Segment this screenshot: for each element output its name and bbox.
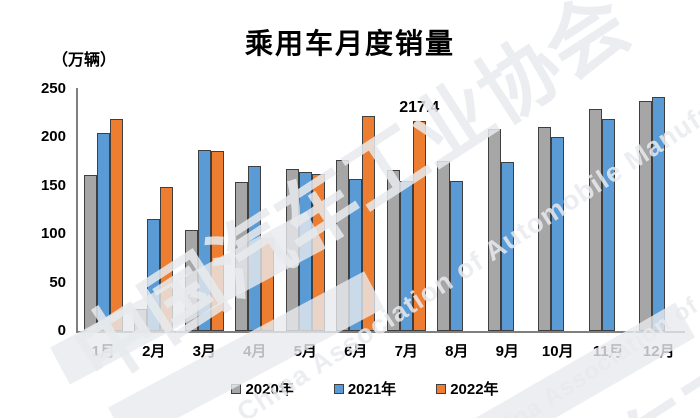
x-tick-label: 11月 bbox=[592, 343, 624, 360]
y-tick-label: 250 bbox=[40, 80, 66, 97]
x-tick-label: 4月 bbox=[243, 343, 267, 360]
bar-2021年-1月 bbox=[96, 133, 110, 331]
bar-group-8月 bbox=[432, 89, 483, 331]
x-axis-line bbox=[76, 331, 685, 333]
bar-group-4月 bbox=[230, 89, 281, 331]
legend-label: 2022年 bbox=[450, 381, 499, 398]
bar-2021年-9月 bbox=[500, 161, 514, 331]
bar-2020年-12月 bbox=[639, 101, 653, 331]
bar-2021年-6月 bbox=[349, 179, 363, 331]
x-tick-label: 1月 bbox=[91, 343, 115, 360]
bar-2020年-10月 bbox=[538, 126, 552, 331]
bar-2020年-4月 bbox=[235, 182, 249, 331]
legend-swatch bbox=[436, 383, 447, 394]
legend-swatch bbox=[333, 383, 344, 394]
bar-2020年-9月 bbox=[487, 128, 501, 331]
legend-label: 2021年 bbox=[347, 381, 397, 398]
bar-2020年-6月 bbox=[336, 160, 350, 331]
bar-2021年-2月 bbox=[147, 219, 161, 331]
bar-2021年-5月 bbox=[298, 171, 312, 331]
bar-group-3月 bbox=[179, 89, 230, 331]
y-tick-label: 100 bbox=[40, 225, 66, 243]
y-axis-unit-label: （万辆） bbox=[52, 52, 117, 69]
x-tick-label: 9月 bbox=[495, 343, 519, 360]
y-tick-label: 200 bbox=[40, 128, 66, 146]
x-tick-label: 3月 bbox=[192, 343, 216, 360]
chart-title: 乘用车月度销量 bbox=[244, 28, 455, 59]
x-tick-label: 10月 bbox=[541, 343, 574, 360]
bar-2021年-11月 bbox=[601, 118, 615, 331]
x-tick-label: 6月 bbox=[344, 343, 368, 360]
bar-2022年-4月 bbox=[261, 237, 275, 331]
bar-2020年-8月 bbox=[437, 161, 451, 331]
bar-2020年-11月 bbox=[588, 108, 602, 331]
bar-group-12月 bbox=[634, 89, 685, 331]
bar-2022年-6月 bbox=[362, 115, 376, 331]
legend: 2020年 2021年 2022年 bbox=[30, 378, 700, 399]
bar-group-1月 bbox=[78, 89, 129, 331]
legend-item-2022年: 2022年 bbox=[436, 378, 499, 399]
bars-layer: 217.4 bbox=[78, 89, 684, 331]
y-tick-label: 50 bbox=[49, 273, 66, 291]
bar-group-6月 bbox=[331, 89, 382, 331]
bar-group-5月 bbox=[280, 89, 331, 331]
bar-2022年-5月 bbox=[311, 173, 325, 331]
bar-2020年-1月 bbox=[83, 174, 97, 331]
bar-2020年-5月 bbox=[285, 168, 299, 331]
x-tick-label: 12月 bbox=[642, 343, 675, 360]
y-tick-label: 150 bbox=[40, 176, 66, 194]
bar-2021年-12月 bbox=[652, 96, 666, 331]
legend-item-2020年: 2020年 bbox=[231, 378, 294, 399]
bar-group-7月: 217.4 bbox=[381, 89, 439, 331]
legend-item-2021年: 2021年 bbox=[333, 378, 397, 399]
x-tick-label: 8月 bbox=[445, 343, 469, 360]
x-tick-label: 2月 bbox=[142, 343, 166, 360]
bar-2021年-10月 bbox=[551, 136, 565, 331]
bar-2021年-3月 bbox=[197, 149, 211, 331]
bar-2020年-3月 bbox=[184, 230, 198, 331]
x-tick-label: 7月 bbox=[394, 343, 418, 360]
x-tick-label: 5月 bbox=[293, 343, 317, 360]
bar-group-2月 bbox=[129, 89, 180, 331]
legend-swatch bbox=[231, 383, 242, 394]
bar-2020年-2月 bbox=[134, 309, 148, 331]
bar-group-11月 bbox=[583, 89, 634, 331]
bar-2021年-7月 bbox=[399, 180, 413, 331]
bar-group-10月 bbox=[533, 89, 584, 331]
y-tick-label: 0 bbox=[57, 322, 66, 339]
bar-2022年-3月 bbox=[210, 150, 224, 331]
y-axis-line bbox=[76, 88, 78, 332]
bar-2022年-1月 bbox=[109, 119, 123, 331]
data-label: 217.4 bbox=[399, 98, 440, 116]
bar-2022年-2月 bbox=[160, 187, 174, 331]
bar-2020年-7月 bbox=[386, 169, 400, 331]
bar-2021年-4月 bbox=[248, 166, 262, 331]
bar-group-9月 bbox=[482, 89, 533, 331]
x-axis-labels: 1月 2月 3月 4月 5月 6月 7月 8月 9月 10月 11月 12月 bbox=[78, 340, 684, 361]
bar-2021年-8月 bbox=[450, 180, 464, 331]
legend-label: 2020年 bbox=[245, 381, 294, 398]
bar-2022年-7月: 217.4 bbox=[399, 99, 439, 331]
